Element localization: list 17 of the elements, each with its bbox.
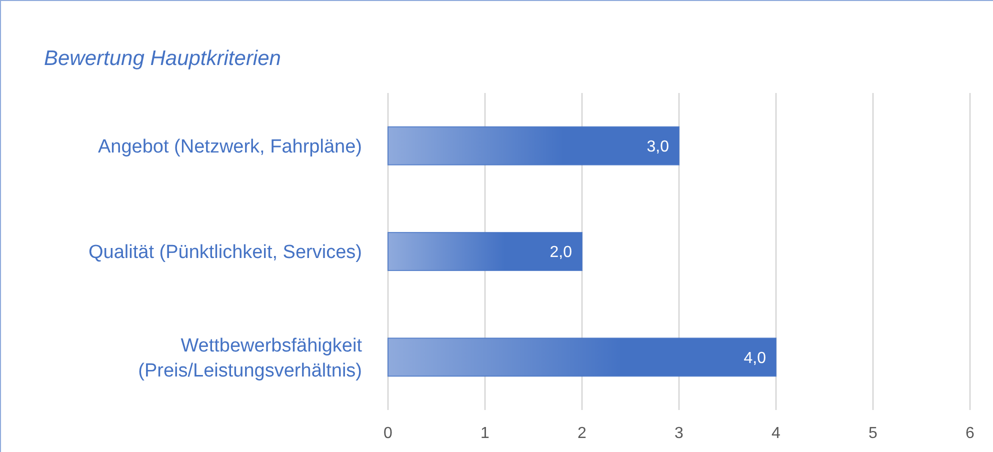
text: Bewertung Hauptkriterien	[44, 47, 281, 70]
x-tick-label: 0	[384, 425, 393, 442]
bar	[388, 232, 582, 272]
bar	[388, 126, 680, 166]
data-label: 3,0	[646, 138, 670, 156]
y-tick-label: Wettbewerbsfähigkeit (Preis/Leistungsverhältnis)	[138, 335, 363, 382]
y-tick-label: Angebot (Netzwerk, Fahrpläne)	[98, 136, 362, 158]
x-tick-label: 2	[578, 425, 587, 442]
x-tick-label: 6	[966, 425, 975, 442]
x-tick-label: 1	[480, 425, 490, 442]
x-tick-label: 3	[674, 425, 684, 442]
data-label: 4,0	[744, 350, 766, 367]
bar	[388, 338, 776, 377]
y-tick-label: Qualität (Pünktlichkeit, Services)	[88, 242, 362, 264]
data-label: 2,0	[550, 244, 572, 262]
x-tick-label: 5	[868, 425, 878, 442]
x-tick-label: 4	[772, 425, 781, 442]
